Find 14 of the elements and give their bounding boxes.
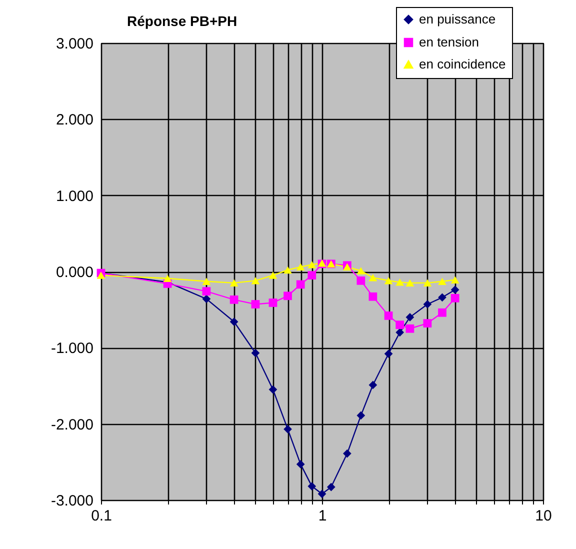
y-tick-label: 1.000 — [56, 188, 94, 205]
y-tick-label: 2.000 — [56, 112, 94, 129]
x-tick-label: 1 — [318, 508, 327, 524]
legend-label: en coincidence — [419, 56, 506, 72]
y-tick-label: -1.000 — [50, 340, 94, 358]
y-tick-label: -2.000 — [50, 416, 94, 434]
y-tick-label: 3.000 — [56, 36, 94, 52]
legend-label: en puissance — [419, 12, 496, 26]
legend-label: en tension — [419, 34, 479, 50]
y-tick-label: -3.000 — [50, 492, 94, 510]
chart-title: Réponse PB+PH — [127, 13, 238, 29]
y-tick-label: 0.000 — [56, 264, 94, 281]
x-tick-label: 0.1 — [91, 508, 112, 524]
x-tick-label: 10 — [535, 508, 552, 524]
